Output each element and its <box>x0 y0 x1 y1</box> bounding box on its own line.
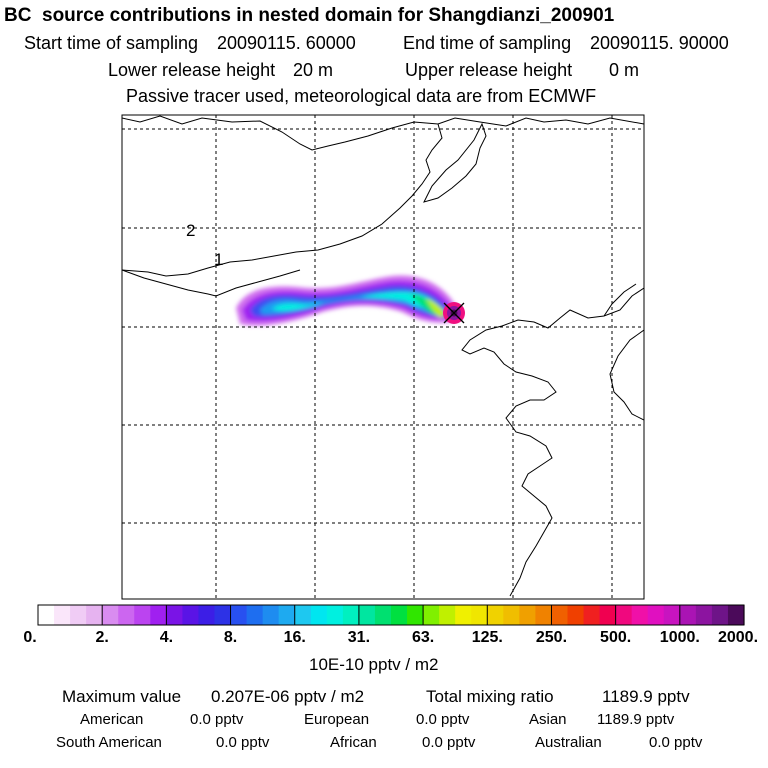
colorbar-swatch <box>391 605 408 625</box>
colorbar-swatch <box>455 605 472 625</box>
end-time-label: End time of sampling <box>403 33 572 53</box>
colorbar-swatch <box>631 605 649 625</box>
region-name: South American <box>56 734 162 751</box>
colorbar-swatch <box>54 605 71 625</box>
colorbar-swatch <box>342 605 360 625</box>
colorbar-swatch <box>647 605 665 625</box>
colorbar-tick-label: 2. <box>95 629 109 646</box>
colorbar-swatch <box>711 605 729 625</box>
colorbar-swatch <box>230 605 248 625</box>
region-value: 1189.9 pptv <box>597 711 675 728</box>
region-name: African <box>330 734 377 751</box>
colorbar-swatch <box>471 605 488 625</box>
colorbar-swatch <box>503 605 520 625</box>
colorbar-tick-label: 500. <box>600 629 632 646</box>
region-value: 0.0 pptv <box>216 734 270 751</box>
colorbar-swatch <box>663 605 681 625</box>
colorbar-tick-label: 16. <box>283 629 306 646</box>
plot-title: BC source contributions in nested domain… <box>4 5 615 26</box>
colorbar-swatch <box>86 605 103 625</box>
colorbar-swatch <box>407 605 424 625</box>
colorbar-tick-label: 2000. <box>717 629 759 646</box>
colorbar-swatch <box>583 605 601 625</box>
colorbar-swatch <box>567 605 585 625</box>
colorbar-swatch <box>423 605 440 625</box>
region-value: 0.0 pptv <box>416 711 470 728</box>
colorbar-swatch <box>599 605 617 625</box>
colorbar-swatch <box>535 605 553 625</box>
colorbar-tick-label: 1000. <box>659 629 700 646</box>
upper-release-label: Upper release height <box>405 60 573 80</box>
map-label-2: 2 <box>186 221 195 240</box>
colorbar-swatch <box>439 605 456 625</box>
colorbar-swatch <box>278 605 296 625</box>
colorbar-swatch <box>150 605 167 625</box>
colorbar-tick-label: 250. <box>535 629 568 646</box>
colorbar-swatch <box>487 605 504 625</box>
receptor-marker <box>443 302 465 324</box>
colorbar-swatch <box>38 605 55 625</box>
colorbar-swatch <box>519 605 537 625</box>
colorbar-tick-label: 63. <box>411 629 435 646</box>
colorbar-tick-label: 31. <box>347 629 371 646</box>
colorbar-swatch <box>326 605 344 625</box>
colorbar-tick-label: 4. <box>159 629 174 646</box>
colorbar-frame <box>37 604 745 626</box>
map-label-1: 1 <box>214 250 223 269</box>
colorbar-swatch <box>358 605 376 625</box>
colorbar-swatch <box>166 605 184 625</box>
colorbar-swatch <box>615 605 633 625</box>
colorbar-tick-label: 125. <box>471 629 503 646</box>
colorbar-tick-label: 8. <box>223 629 238 646</box>
colorbar-swatch <box>134 605 151 625</box>
start-time-label: Start time of sampling <box>24 33 199 53</box>
total-mixing-value: 1189.9 pptv <box>602 687 690 706</box>
colorbar-swatch <box>294 605 312 625</box>
colorbar-swatch <box>182 605 200 625</box>
map-grid <box>122 115 644 599</box>
region-value: 0.0 pptv <box>649 734 703 751</box>
region-name: American <box>80 711 144 728</box>
colorbar-swatch <box>695 605 713 625</box>
colorbar-swatch <box>118 605 135 625</box>
map-coastlines <box>122 115 644 597</box>
colorbar-swatch <box>198 605 216 625</box>
region-name: Asian <box>529 711 567 728</box>
colorbar-swatch <box>262 605 280 625</box>
tracer-plume <box>236 275 462 326</box>
colorbar-swatch <box>310 605 328 625</box>
map-frame <box>121 114 645 600</box>
lower-release-label: Lower release height <box>108 60 276 80</box>
lower-release-value: 20 m <box>293 60 334 80</box>
total-mixing-label: Total mixing ratio <box>426 687 554 706</box>
colorbar-unit: 10E-10 pptv / m2 <box>309 655 439 674</box>
max-value: 0.207E-06 pptv / m2 <box>211 687 365 706</box>
region-name: Australian <box>535 734 602 751</box>
region-value: 0.0 pptv <box>190 711 244 728</box>
colorbar-swatch <box>727 605 745 625</box>
colorbar-swatch <box>102 605 119 625</box>
region-value: 0.0 pptv <box>422 734 476 751</box>
colorbar-swatch <box>214 605 232 625</box>
colorbar-swatch <box>70 605 87 625</box>
end-time-value: 20090115. 90000 <box>590 33 729 53</box>
tracer-note: Passive tracer used, meteorological data… <box>126 86 597 106</box>
colorbar-swatch <box>374 605 392 625</box>
max-value-label: Maximum value <box>62 687 182 706</box>
region-name: European <box>304 711 370 728</box>
start-time-value: 20090115. 60000 <box>217 33 356 53</box>
colorbar-swatch <box>679 605 697 625</box>
upper-release-value: 0 m <box>609 60 640 80</box>
colorbar-swatch <box>246 605 264 625</box>
colorbar-tick-label: 0. <box>23 629 37 646</box>
colorbar-swatch <box>551 605 569 625</box>
